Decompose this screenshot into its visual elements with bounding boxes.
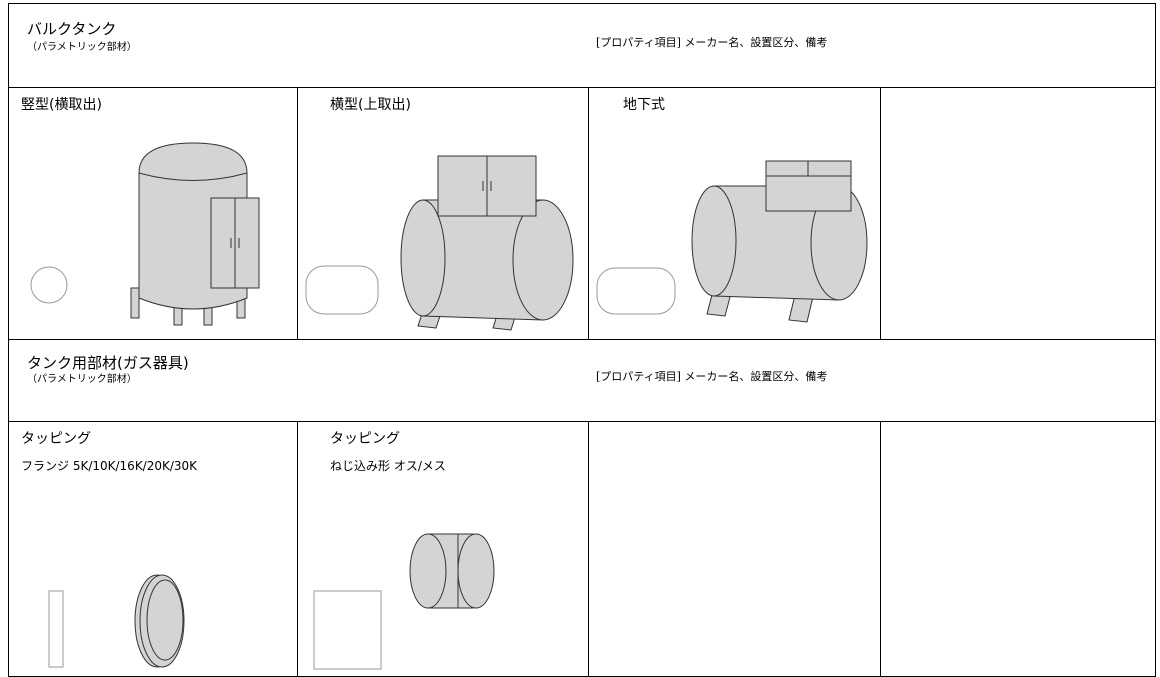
section-subtitle: （パラメトリック部材） <box>27 42 137 53</box>
illustration <box>313 533 495 670</box>
item-label: 地下式 <box>623 97 665 113</box>
section-title: タンク用部材(ガス器具) <box>27 354 189 372</box>
item-cell: タッピング フランジ 5K/10K/16K/20K/30K <box>8 421 298 677</box>
properties: [プロパティ項目] メーカー名、設置区分、備考 <box>596 370 828 383</box>
illustration <box>30 142 260 326</box>
item-label: 竪型(横取出) <box>21 97 102 113</box>
illustration <box>48 574 185 668</box>
section-subtitle: （パラメトリック部材） <box>27 374 137 385</box>
empty-cell <box>880 87 1156 340</box>
section-title: バルクタンク <box>27 20 117 38</box>
item-label: 横型(上取出) <box>330 97 411 113</box>
item-cell: 竪型(横取出) <box>8 87 298 340</box>
empty-cell <box>880 421 1156 677</box>
illustration <box>305 155 574 331</box>
item-cell: 地下式 <box>588 87 881 340</box>
empty-cell <box>588 421 881 677</box>
item-label: タッピング <box>330 431 400 447</box>
item-cell: 横型(上取出) <box>297 87 589 340</box>
item-label: タッピング <box>21 431 91 447</box>
illustration <box>596 160 868 323</box>
properties: [プロパティ項目] メーカー名、設置区分、備考 <box>596 36 828 49</box>
section-header: タンク用部材(ガス器具) （パラメトリック部材） [プロパティ項目] メーカー名… <box>8 339 1156 422</box>
item-sublabel: フランジ 5K/10K/16K/20K/30K <box>21 459 198 473</box>
item-cell: タッピング ねじ込み形 オス/メス <box>297 421 589 677</box>
section-header: バルクタンク （パラメトリック部材） [プロパティ項目] メーカー名、設置区分、… <box>8 3 1156 88</box>
item-sublabel: ねじ込み形 オス/メス <box>330 459 446 473</box>
